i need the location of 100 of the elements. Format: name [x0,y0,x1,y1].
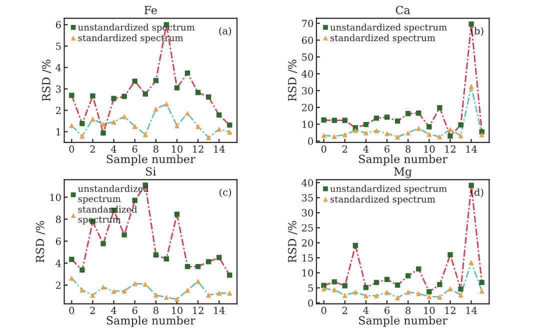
point [122,114,127,120]
point [227,129,232,135]
point [174,85,180,90]
y-tick-label: 8 [56,216,61,224]
x-tick-label: 4 [110,306,116,314]
point [206,292,212,298]
x-tick-label: 12 [445,306,456,314]
point [468,22,474,27]
point [122,94,127,99]
x-tick-label: 4 [110,145,116,153]
legend-label: standardized spectrum [78,34,184,43]
x-tick-label: 0 [69,306,74,314]
point [405,130,411,136]
point [437,282,442,288]
point [458,292,464,298]
x-tick-label: 10 [424,306,435,314]
point [80,134,85,139]
x-tick-label: 2 [342,145,348,153]
x-tick-label: 10 [172,145,182,153]
chart-title: Si [146,167,156,176]
x-tick-label: 6 [384,145,390,153]
x-tick-label: 14 [214,306,225,314]
y-tick-label: 2 [56,282,61,289]
point [111,119,116,124]
point [363,130,369,136]
point [80,267,85,273]
y-tick-label: 6 [56,21,61,29]
x-tick-label: 2 [342,306,348,314]
point [122,232,127,238]
x-axis-title: Sample number [359,316,448,327]
y-tick-label: 5 [56,42,61,50]
point [416,126,422,131]
point [174,123,180,128]
y-tick-label: 40 [302,179,314,186]
point [384,276,390,282]
point [90,292,96,298]
y-tick-label: 60 [302,36,314,44]
x-tick-label: 12 [445,145,456,153]
point [132,198,138,204]
x-tick-label: 14 [214,145,225,153]
x-tick-label: 10 [172,306,182,314]
x-tick-label: 6 [132,306,138,314]
point [142,91,148,97]
point [448,286,453,292]
y-tick-label: 1 [56,128,60,136]
point [195,90,201,96]
point [153,78,158,84]
point [468,182,474,188]
point [216,126,222,132]
point [437,134,442,140]
point [100,122,106,127]
x-tick-label: 14 [466,306,477,314]
point [479,288,484,294]
y-tick-label: 6 [56,238,61,245]
point [458,122,464,128]
point [437,294,442,300]
point [206,134,212,140]
x-tick-label: 6 [132,145,138,153]
point [448,133,453,139]
x-tick-label: 10 [424,145,435,153]
point [90,116,96,122]
point [374,128,380,134]
x-axis-title: Sample number [106,154,196,166]
y-axis-title: RSD /% [36,220,46,262]
point [405,289,411,295]
x-tick-label: 12 [193,306,204,314]
annotation: (a) [219,26,232,36]
point [394,282,400,288]
point [321,286,326,292]
point [69,122,74,128]
point [100,130,106,136]
point [363,284,369,290]
point [184,288,190,293]
point [216,254,222,260]
point [111,288,116,294]
y-tick-label: 15 [302,254,313,262]
point [342,292,348,298]
point [142,282,148,287]
point [69,275,74,281]
point [394,295,400,300]
y-tick-label: 20 [302,104,314,112]
point [332,134,337,139]
point [384,114,390,120]
point [216,290,222,296]
point [90,93,96,99]
point [216,112,222,118]
x-tick-label: 0 [69,145,74,153]
x-axis-title: Sample number [359,154,448,166]
y-tick-label: 10 [302,269,314,277]
x-tick-label: 12 [193,145,204,153]
point [374,293,380,298]
point [132,124,138,129]
point [394,118,400,124]
point [332,287,337,292]
y-tick-label: 0 [308,138,314,145]
point [426,124,432,130]
point [374,116,380,121]
x-tick-label: 6 [384,306,390,314]
point [384,290,390,295]
point [69,92,74,98]
